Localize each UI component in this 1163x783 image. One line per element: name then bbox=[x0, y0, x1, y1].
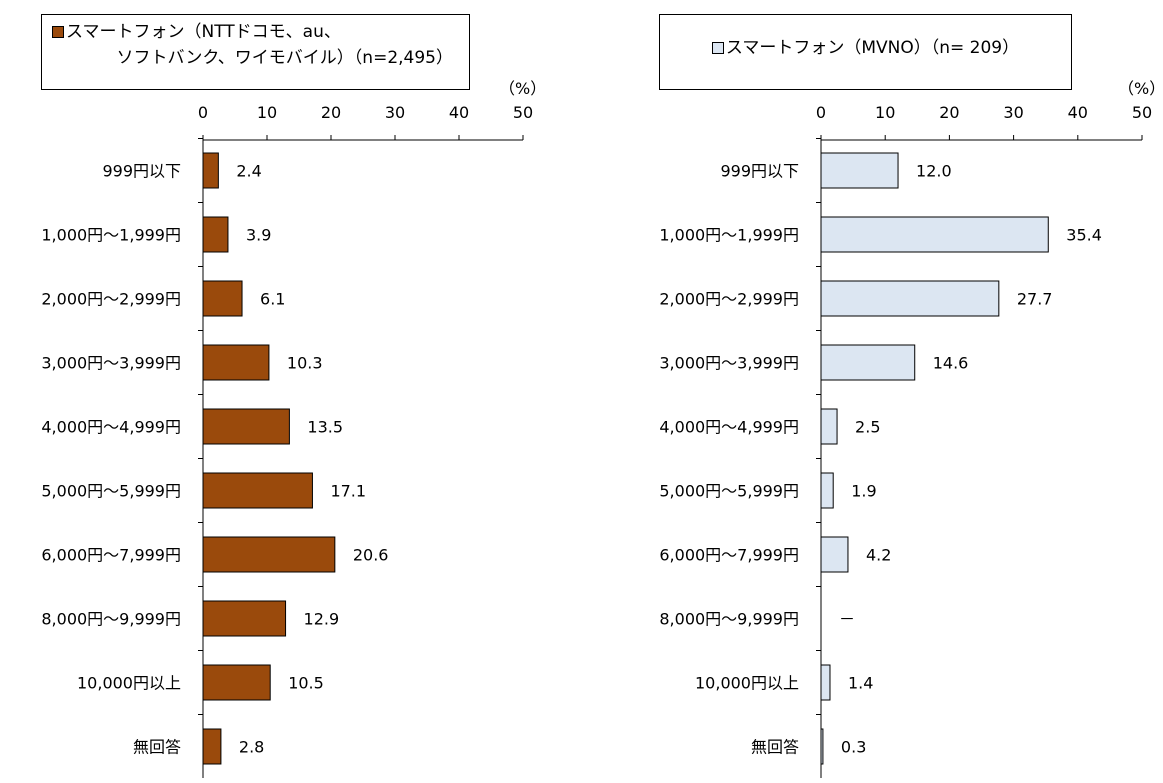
left-category-label: 999円以下 bbox=[102, 162, 181, 181]
right-bar bbox=[820, 536, 849, 573]
left-data-label: 10.5 bbox=[288, 674, 324, 693]
right-category-label: 4,000円～4,999円 bbox=[659, 418, 799, 437]
left-data-label: 20.6 bbox=[353, 546, 389, 565]
left-bar bbox=[202, 152, 219, 189]
right-category-label: 5,000円～5,999円 bbox=[659, 482, 799, 501]
right-unit-label: （%） bbox=[1118, 79, 1163, 98]
left-data-label: 17.1 bbox=[330, 482, 366, 501]
right-tick-label: 20 bbox=[939, 103, 959, 122]
left-category-label: 2,000円～2,999円 bbox=[41, 290, 181, 309]
right-bar bbox=[820, 664, 831, 701]
right-data-label: 27.7 bbox=[1017, 290, 1053, 309]
left-bar bbox=[202, 472, 313, 509]
right-category-label: 無回答 bbox=[751, 738, 799, 757]
right-bar bbox=[820, 152, 899, 189]
left-bar bbox=[202, 728, 222, 765]
left-bar bbox=[202, 344, 270, 381]
right-data-label: 1.9 bbox=[851, 482, 876, 501]
right-bar bbox=[820, 728, 824, 765]
right-bar bbox=[820, 216, 1049, 253]
legend-right-line1: スマートフォン（MVNO）（n= 209） bbox=[670, 35, 1061, 61]
left-category-label: 4,000円～4,999円 bbox=[41, 418, 181, 437]
right-category-label: 10,000円以上 bbox=[695, 674, 799, 693]
left-bar bbox=[202, 600, 287, 637]
left-category-label: 1,000円～1,999円 bbox=[41, 226, 181, 245]
legend-left-text1: スマートフォン（NTTドコモ、au、 bbox=[66, 22, 341, 42]
legend-left-swatch bbox=[52, 26, 64, 38]
left-bar bbox=[202, 536, 336, 573]
left-tick-label: 0 bbox=[198, 103, 208, 122]
right-data-label: 14.6 bbox=[933, 354, 969, 373]
left-tick-label: 10 bbox=[257, 103, 277, 122]
right-data-label: 0.3 bbox=[841, 738, 866, 757]
left-bar bbox=[202, 280, 243, 317]
left-category-label: 3,000円～3,999円 bbox=[41, 354, 181, 373]
right-tick-label: 50 bbox=[1132, 103, 1152, 122]
right-bar bbox=[820, 280, 1000, 317]
right-data-label: 35.4 bbox=[1066, 226, 1102, 245]
left-category-label: 6,000円～7,999円 bbox=[41, 546, 181, 565]
left-bar bbox=[202, 216, 229, 253]
right-tick-label: 40 bbox=[1068, 103, 1088, 122]
legend-right-text1: スマートフォン（MVNO）（n= 209） bbox=[725, 38, 1020, 58]
left-bar bbox=[202, 664, 271, 701]
left-data-label: 12.9 bbox=[304, 610, 340, 629]
left-tick-label: 40 bbox=[449, 103, 469, 122]
left-data-label: 3.9 bbox=[246, 226, 271, 245]
right-category-label: 2,000円～2,999円 bbox=[659, 290, 799, 309]
right-data-label: 12.0 bbox=[916, 162, 952, 181]
legend-right-swatch bbox=[711, 42, 724, 54]
right-category-label: 8,000円～9,999円 bbox=[659, 610, 799, 629]
left-tick-label: 30 bbox=[385, 103, 405, 122]
left-bar bbox=[202, 408, 290, 445]
left-category-label: 5,000円～5,999円 bbox=[41, 482, 181, 501]
left-tick-label: 50 bbox=[513, 103, 533, 122]
legend-right: スマートフォン（MVNO）（n= 209） bbox=[659, 14, 1072, 90]
right-data-label: 4.2 bbox=[866, 546, 891, 565]
right-bar bbox=[820, 408, 838, 445]
right-tick-label: 10 bbox=[875, 103, 895, 122]
legend-left: スマートフォン（NTTドコモ、au、 ソフトバンク、ワイモバイル）（n=2,49… bbox=[41, 14, 470, 90]
right-data-label: 2.5 bbox=[855, 418, 880, 437]
left-data-label: 10.3 bbox=[287, 354, 323, 373]
right-data-label: － bbox=[839, 610, 855, 629]
left-data-label: 2.4 bbox=[236, 162, 261, 181]
left-tick-label: 20 bbox=[321, 103, 341, 122]
left-category-label: 10,000円以上 bbox=[77, 674, 181, 693]
left-data-label: 6.1 bbox=[260, 290, 285, 309]
left-category-label: 8,000円～9,999円 bbox=[41, 610, 181, 629]
right-category-label: 3,000円～3,999円 bbox=[659, 354, 799, 373]
left-data-label: 2.8 bbox=[239, 738, 264, 757]
legend-left-line2: ソフトバンク、ワイモバイル）（n=2,495） bbox=[116, 48, 453, 68]
left-unit-label: （%） bbox=[499, 79, 546, 98]
left-category-label: 無回答 bbox=[133, 738, 181, 757]
right-tick-label: 30 bbox=[1003, 103, 1023, 122]
right-data-label: 1.4 bbox=[848, 674, 873, 693]
right-bar bbox=[820, 344, 916, 381]
legend-left-line1: スマートフォン（NTTドコモ、au、 bbox=[52, 19, 459, 45]
left-data-label: 13.5 bbox=[307, 418, 343, 437]
right-category-label: 6,000円～7,999円 bbox=[659, 546, 799, 565]
right-category-label: 999円以下 bbox=[720, 162, 799, 181]
right-bar bbox=[820, 472, 834, 509]
right-category-label: 1,000円～1,999円 bbox=[659, 226, 799, 245]
right-tick-label: 0 bbox=[816, 103, 826, 122]
